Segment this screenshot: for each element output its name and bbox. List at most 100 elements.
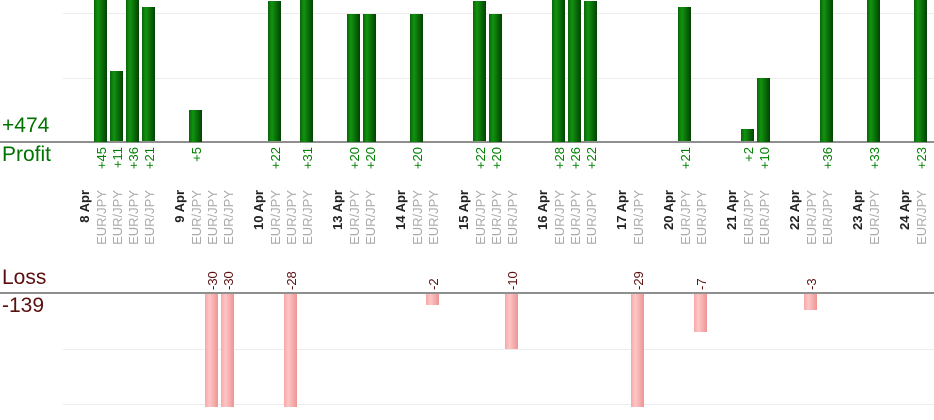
- profit-bar: [363, 13, 376, 142]
- profit-value-label: +21: [142, 147, 157, 170]
- profit-axis-title: Profit: [2, 143, 52, 166]
- profit-zero-line: [0, 141, 934, 143]
- symbol-label: EUR/JPY: [505, 190, 520, 245]
- trade-column: EUR/JPY +36: [125, 0, 141, 420]
- date-group: 14 Apr EUR/JPY +20 EUR/JPY -2: [393, 0, 441, 420]
- symbol-label: EUR/JPY: [410, 190, 425, 245]
- symbol-label: EUR/JPY: [221, 190, 236, 245]
- profit-bar: [126, 0, 139, 142]
- trade-column: EUR/JPY +20: [362, 0, 378, 420]
- trade-column: EUR/JPY +20: [409, 0, 425, 420]
- profit-value-label: +22: [584, 147, 599, 170]
- profit-value-label: +20: [410, 147, 425, 170]
- trade-column: EUR/JPY +31: [299, 0, 315, 420]
- date-column: 14 Apr: [393, 0, 409, 420]
- profit-value-label: +33: [867, 147, 882, 170]
- profit-value-label: +31: [300, 147, 315, 170]
- date-group: 15 Apr EUR/JPY +22 EUR/JPY +20 EUR/JPY -10: [456, 0, 520, 420]
- date-label: 23 Apr: [850, 190, 865, 230]
- trade-column: EUR/JPY -29: [630, 0, 646, 420]
- trade-column: EUR/JPY -28: [283, 0, 299, 420]
- profit-bar: [189, 109, 202, 142]
- loss-bar: [205, 293, 218, 407]
- symbol-label: EUR/JPY: [268, 190, 283, 245]
- symbol-label: EUR/JPY: [694, 190, 709, 245]
- trade-column: EUR/JPY +10: [756, 0, 772, 420]
- date-group: 13 Apr EUR/JPY +20 EUR/JPY +20: [330, 0, 378, 420]
- date-label: 10 Apr: [251, 190, 266, 230]
- profit-bar: [473, 0, 486, 142]
- date-column: 10 Apr: [251, 0, 267, 420]
- trade-column: EUR/JPY -30: [220, 0, 236, 420]
- loss-value-label: -28: [284, 271, 299, 290]
- profit-value-label: +11: [110, 147, 125, 169]
- date-group: 10 Apr EUR/JPY +22 EUR/JPY -28 EUR/JPY +31: [251, 0, 315, 420]
- loss-bar: [221, 293, 234, 407]
- loss-zero-line: [0, 292, 934, 294]
- date-group: 16 Apr EUR/JPY +28 EUR/JPY +26 EUR/JPY +22: [535, 0, 599, 420]
- loss-value-label: -30: [221, 271, 236, 290]
- date-label: 16 Apr: [535, 190, 550, 230]
- symbol-label: EUR/JPY: [473, 190, 488, 245]
- loss-bar: [426, 293, 439, 305]
- symbol-label: EUR/JPY: [189, 190, 204, 245]
- symbol-label: EUR/JPY: [867, 190, 882, 245]
- profit-value-label: +26: [568, 147, 583, 170]
- date-column: 16 Apr: [535, 0, 551, 420]
- profit-bar: [489, 13, 502, 142]
- loss-value-label: -3: [804, 278, 819, 290]
- profit-value-label: +2: [741, 147, 756, 162]
- date-label: 14 Apr: [393, 190, 408, 230]
- profit-value-label: +20: [489, 147, 504, 170]
- date-column: 8 Apr: [77, 0, 93, 420]
- profit-bar: [300, 0, 313, 142]
- profit-bar: [741, 128, 754, 142]
- profit-total-label: +474: [2, 114, 50, 137]
- symbol-label: EUR/JPY: [347, 190, 362, 245]
- symbol-label: EUR/JPY: [205, 190, 220, 245]
- date-group: 21 Apr EUR/JPY +2 EUR/JPY +10: [724, 0, 772, 420]
- loss-bar: [694, 293, 707, 332]
- profit-bar: [347, 13, 360, 142]
- loss-bar: [284, 293, 297, 407]
- trade-column: EUR/JPY -30: [204, 0, 220, 420]
- profit-bar: [110, 71, 123, 142]
- loss-axis-title: Loss: [2, 266, 47, 289]
- trade-column: EUR/JPY +23: [913, 0, 929, 420]
- profit-bar: [867, 0, 880, 142]
- profit-value-label: +36: [820, 147, 835, 170]
- profit-bar: [410, 13, 423, 142]
- profit-bar: [142, 7, 155, 142]
- loss-value-label: -2: [426, 278, 441, 290]
- date-group: 23 Apr EUR/JPY +33: [850, 0, 882, 420]
- profit-bar: [94, 0, 107, 142]
- loss-value-label: -30: [205, 271, 220, 290]
- loss-value-label: -10: [505, 271, 520, 290]
- profit-bar: [757, 77, 770, 142]
- symbol-label: EUR/JPY: [568, 190, 583, 245]
- date-label: 21 Apr: [724, 190, 739, 230]
- profit-bar: [268, 0, 281, 142]
- date-label: 22 Apr: [787, 190, 802, 230]
- profit-value-label: +5: [189, 147, 204, 162]
- profit-value-label: +10: [757, 147, 772, 170]
- date-label: 20 Apr: [661, 190, 676, 230]
- profit-value-label: +36: [126, 147, 141, 170]
- profit-value-label: +21: [678, 147, 693, 170]
- loss-value-label: -7: [694, 278, 709, 290]
- date-column: 22 Apr: [787, 0, 803, 420]
- symbol-label: EUR/JPY: [489, 190, 504, 245]
- trade-column: EUR/JPY +28: [551, 0, 567, 420]
- trade-column: EUR/JPY +2: [740, 0, 756, 420]
- profit-value-label: +20: [363, 147, 378, 170]
- trade-column: EUR/JPY +26: [567, 0, 583, 420]
- symbol-label: EUR/JPY: [426, 190, 441, 245]
- trade-column: EUR/JPY -10: [504, 0, 520, 420]
- trade-column: EUR/JPY +22: [267, 0, 283, 420]
- trade-column: EUR/JPY +45: [93, 0, 109, 420]
- loss-value-label: -29: [631, 271, 646, 290]
- trade-column: EUR/JPY -3: [803, 0, 819, 420]
- loss-total-label: -139: [2, 294, 45, 317]
- symbol-label: EUR/JPY: [142, 190, 157, 245]
- trade-column: EUR/JPY +20: [488, 0, 504, 420]
